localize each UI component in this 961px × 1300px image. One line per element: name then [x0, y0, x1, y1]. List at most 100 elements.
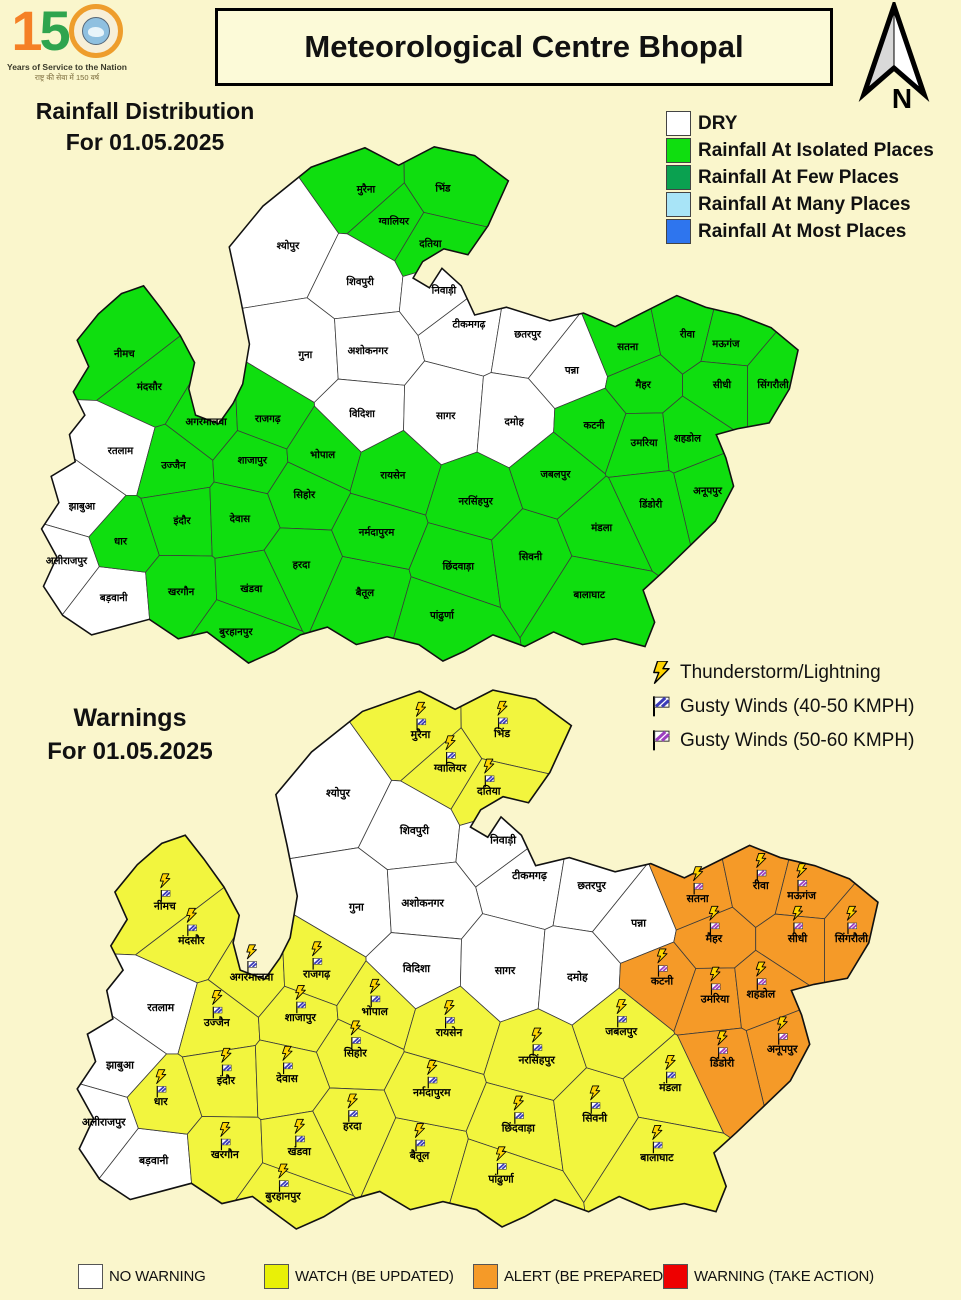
lightning-icon: [186, 907, 197, 923]
district-label-barwani: बड़वानी: [99, 591, 128, 604]
imd-150-logo: 15 Years of Service to the Nation राष्ट्…: [6, 2, 128, 83]
rainfall-legend: DRY Rainfall At Isolated Places Rainfall A…: [666, 110, 934, 245]
warnings-symbol-legend: Thunderstorm/Lightning Gusty Winds (40-50…: [650, 656, 914, 758]
district-label-bhopal: भोपाल: [310, 448, 336, 461]
district-cell-sheopur: [122, 690, 393, 864]
district-label-maihar: मैहर: [634, 378, 651, 391]
gusty-wind-flag-icon: [709, 922, 720, 935]
district-label-shivpuri: शिवपुरी: [399, 824, 430, 838]
district-label-bhind: भिंड: [493, 727, 511, 740]
district-label-niwari: निवाड़ी: [431, 284, 457, 297]
district-label-sidhi: सीधी: [712, 378, 732, 391]
legend-swatch: [666, 165, 691, 190]
district-label-dindori: डिंडोरी: [638, 497, 662, 510]
lightning-icon: [755, 853, 767, 868]
warning-level-item: WATCH (BE UPDATED): [264, 1264, 454, 1289]
district-cell-anuppur: [745, 998, 878, 1229]
legend-swatch: [264, 1264, 289, 1289]
lightning-icon: [483, 758, 495, 774]
lightning-icon: [709, 966, 721, 982]
gusty-wind-flag-icon: [497, 717, 508, 730]
gusty-wind-flag-icon: [532, 1044, 543, 1056]
district-label-panna: पन्ना: [564, 365, 579, 376]
lightning-icon: [708, 905, 720, 921]
lightning-icon: [426, 1060, 438, 1075]
lightning-icon: [792, 905, 803, 921]
district-label-ratlam: रतलाम: [146, 1002, 174, 1014]
district-label-dhar: धार: [154, 1096, 168, 1108]
legend-label: WATCH (BE UPDATED): [295, 1268, 454, 1285]
warning-legend-item: Gusty Winds (50-60 KMPH): [650, 724, 914, 758]
legend-swatch: [666, 219, 691, 244]
district-label-burhanpur: बुरहानपुर: [218, 627, 253, 638]
gusty-wind-flag-icon: [652, 1141, 663, 1154]
district-label-shajapur: शाजापुर: [238, 456, 268, 467]
legend-label: WARNING (TAKE ACTION): [694, 1268, 874, 1285]
legend-swatch: [666, 192, 691, 217]
logo-tagline-en: Years of Service to the Nation: [7, 62, 127, 72]
district-label-tikamgarh: टीकमगढ़: [451, 318, 486, 331]
district-label-chhatarpur: छतरपुर: [577, 880, 607, 893]
district-label-raisen: रायसेन: [435, 1026, 464, 1039]
gusty-wind-flag-icon: [496, 1163, 507, 1175]
legend-label: Rainfall At Most Places: [698, 220, 907, 242]
district-label-barwani: बड़वानी: [138, 1154, 169, 1167]
lightning-icon: [444, 1000, 455, 1016]
legend-label: NO WARNING: [109, 1268, 206, 1285]
legend-label: DRY: [698, 112, 738, 134]
district-label-ratlam: रतलाम: [107, 446, 134, 457]
gusty-wind-flag-icon: [793, 922, 804, 935]
rainfall-district-cells: [41, 146, 799, 664]
district-label-chhatarpur: छतरपुर: [513, 329, 542, 340]
gusty-wind-flag-icon: [156, 1085, 167, 1098]
district-label-tikamgarh: टीकमगढ़: [511, 869, 548, 882]
district-cell-balaghat: [583, 1116, 860, 1229]
district-label-ujjain: उज्जैन: [203, 1016, 231, 1029]
warning-level-item: WARNING (TAKE ACTION): [663, 1264, 874, 1289]
legend-swatch: [78, 1264, 103, 1289]
gusty-wind-flag-icon: [444, 1016, 455, 1029]
lightning-icon: [651, 1125, 663, 1140]
page-title-box: Meteorological Centre Bhopal: [215, 8, 833, 86]
district-label-rewa: रीवा: [752, 879, 770, 892]
district-label-shivpuri: शिवपुरी: [345, 275, 374, 288]
district-label-mandsaur: मंदसौर: [136, 380, 163, 393]
district-label-niwari: निवाड़ी: [489, 833, 517, 846]
district-label-pandhurna: पांढुर्णा: [429, 608, 455, 621]
district-label-sidhi: सीधी: [787, 932, 809, 945]
lightning-icon: [495, 1146, 507, 1162]
legend-label: Rainfall At Few Places: [698, 166, 899, 188]
state-outline: [76, 689, 879, 1230]
gusty-wind-flag-icon: [756, 978, 767, 990]
district-label-narsinghpur: नरसिंहपुर: [457, 495, 493, 508]
gusty-wind-flag-icon: [416, 718, 427, 731]
legend-swatch: [666, 111, 691, 136]
rainfall-title-line1: Rainfall Distribution: [35, 98, 255, 124]
lightning-icon: [653, 661, 670, 684]
warnings-title-line2: For 01.05.2025: [47, 738, 213, 765]
gusty-wind-flag-icon: [666, 1071, 676, 1084]
district-label-khandwa: खंडवा: [287, 1145, 312, 1158]
gusty-wind-flag-icon: [427, 1076, 438, 1089]
district-label-gwalior: ग्वालियर: [433, 761, 467, 774]
district-label-betul: बैतूल: [409, 1149, 430, 1163]
district-label-harda: हरदा: [292, 560, 311, 571]
district-label-umaria: उमरिया: [630, 436, 658, 449]
district-label-datia: दतिया: [476, 785, 502, 798]
rainfall-legend-item: DRY: [666, 110, 934, 137]
district-label-seoni: सिवनी: [518, 550, 543, 563]
district-label-mandla: मंडला: [590, 522, 612, 534]
district-label-damoh: दमोह: [566, 970, 589, 983]
lightning-icon: [277, 1163, 289, 1179]
gusty-wind-flag-icon: [446, 752, 456, 764]
gusty-wind-flag-icon: [718, 1047, 728, 1059]
district-label-betul: बैतूल: [355, 586, 375, 600]
district-label-ashoknagar: अशोकनगर: [348, 344, 389, 357]
district-label-damoh: दमोह: [503, 415, 524, 428]
district-label-anuppur: अनूपपुर: [693, 486, 723, 498]
rainfall-legend-item: Rainfall At Many Places: [666, 191, 934, 218]
district-label-bhopal: भोपाल: [362, 1005, 389, 1018]
lightning-icon: [311, 941, 323, 957]
district-label-dhar: धार: [114, 536, 128, 547]
